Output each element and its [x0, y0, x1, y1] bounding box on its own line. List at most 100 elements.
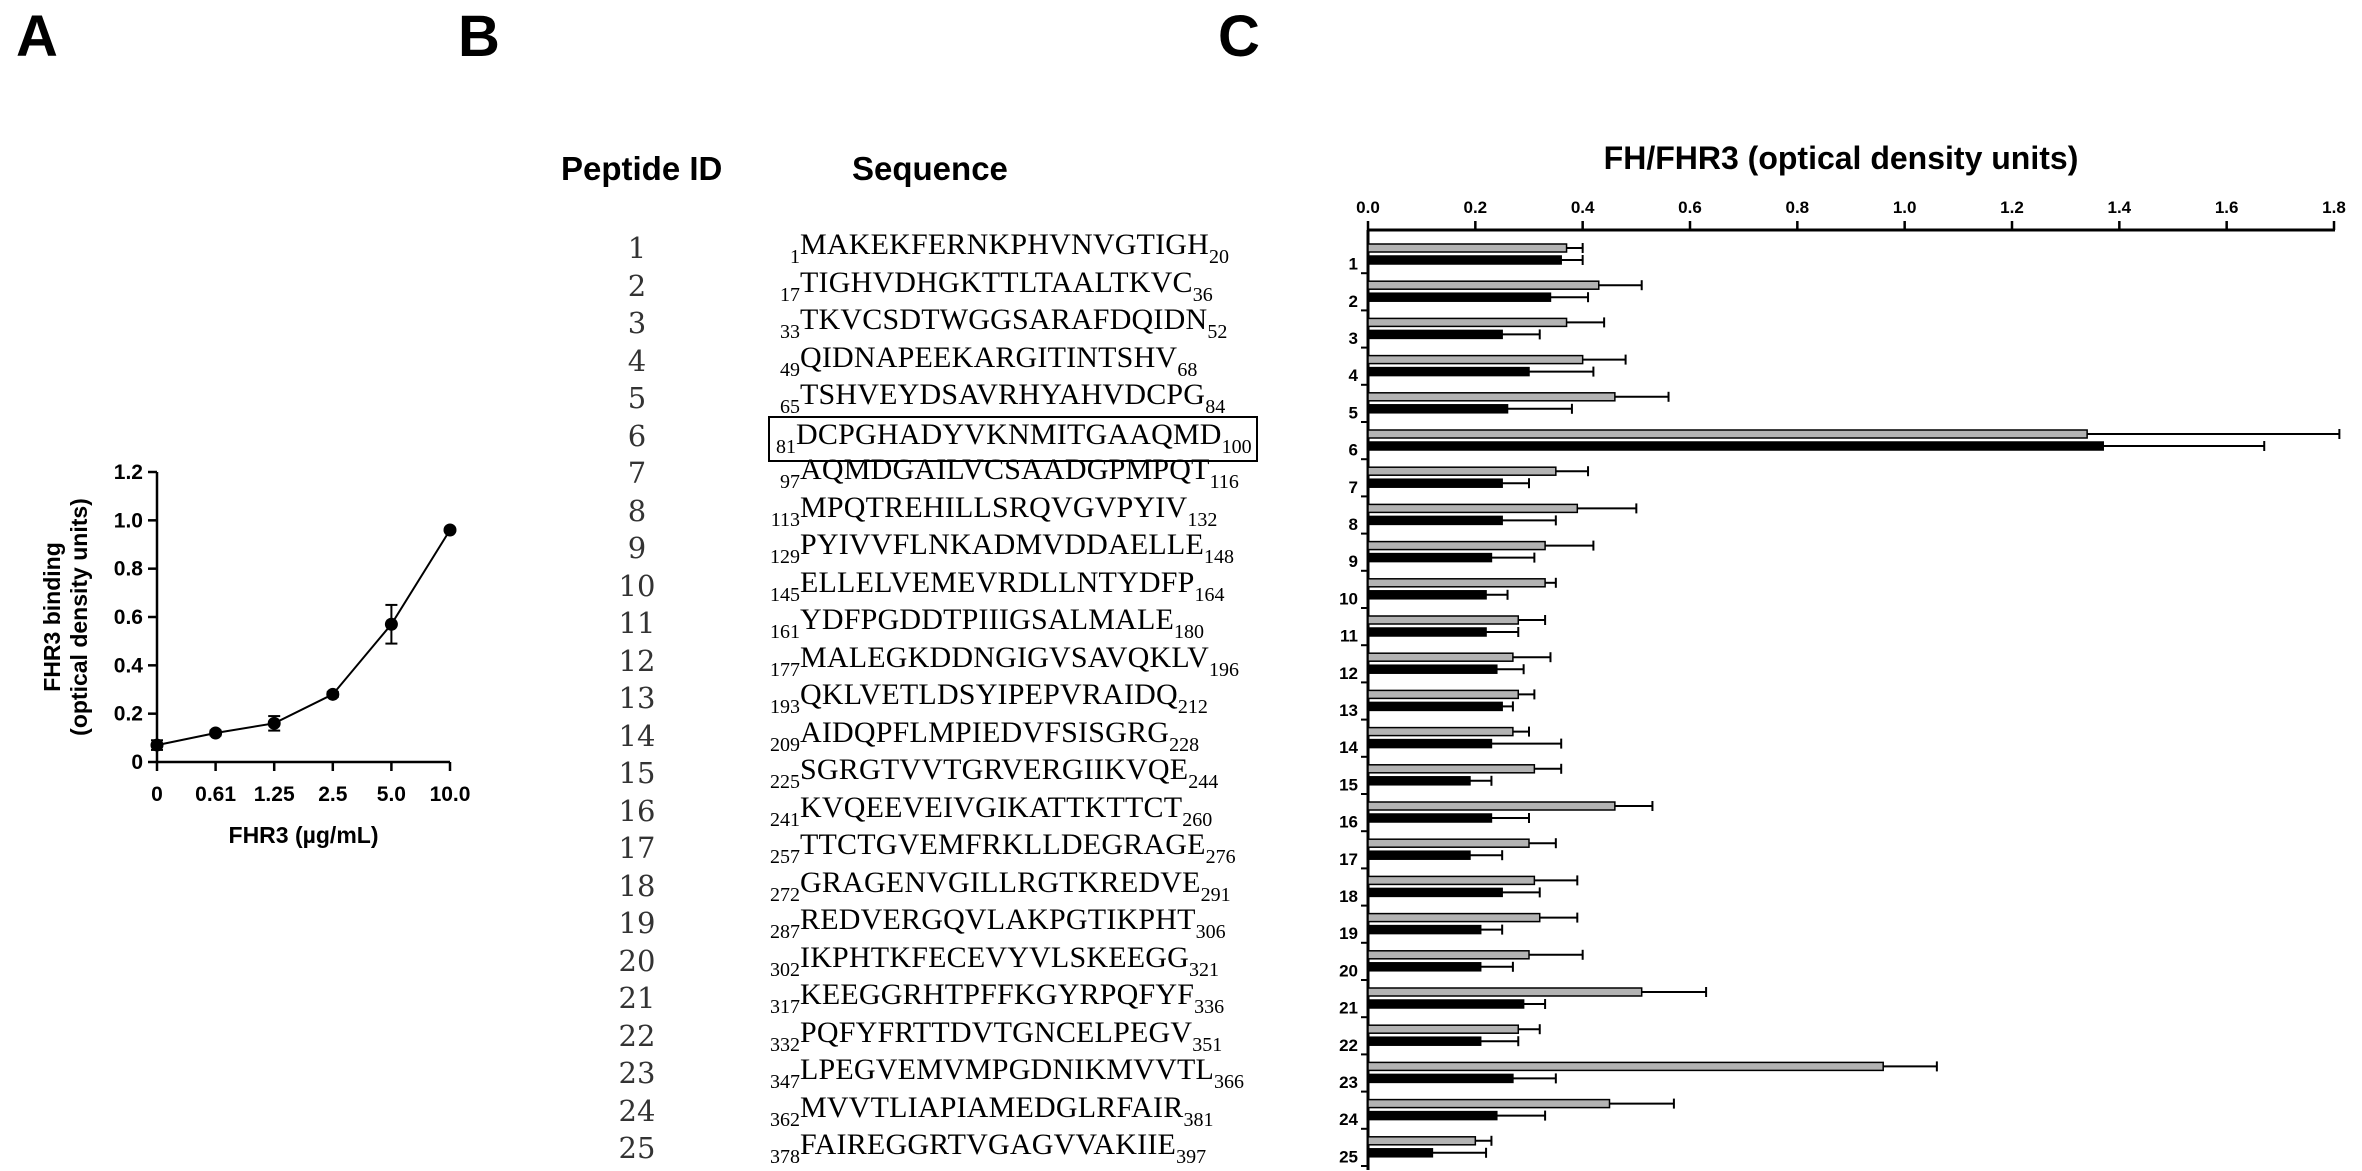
- amino-acid-sequence: DCPGHADYVKNMITGAAQMD: [796, 417, 1222, 451]
- y-tick-label: 0.4: [114, 654, 144, 677]
- sequence-start-position: 378: [770, 1146, 800, 1168]
- x-tick-label: 0: [151, 783, 163, 806]
- bar-series-black: [1367, 776, 1471, 786]
- data-point: [150, 738, 164, 752]
- category-label: 10: [1339, 589, 1358, 608]
- bar-series-grey: [1367, 1024, 1520, 1034]
- bar-series-black: [1367, 627, 1487, 637]
- amino-acid-sequence: MVVTLIAPIAMEDGLRFAIR: [800, 1090, 1184, 1124]
- sequence-end-position: 52: [1207, 321, 1228, 343]
- bar-series-grey: [1367, 726, 1514, 737]
- sequence-header: Sequence: [852, 150, 1008, 187]
- line-chart-axes: 0 0.2 0.4 0.6 0.8 1.0 1.2 0 0.61 1.25 2.5 5.0 10.0 FH…: [39, 461, 470, 848]
- sequence-start-position: 347: [770, 1071, 800, 1093]
- peptide-sequence: 33TKVCSDTWGGSARAFDQIDN52: [780, 303, 1227, 343]
- category-label: 25: [1339, 1147, 1358, 1166]
- peptide-id: 11: [618, 606, 656, 640]
- x-tick-label: 0.8: [1786, 198, 1810, 217]
- category-label: 15: [1339, 775, 1358, 794]
- bar-series-grey: [1367, 950, 1530, 960]
- category-label: 7: [1349, 478, 1358, 497]
- bar-series-grey: [1367, 317, 1568, 328]
- peptide-sequence: 378FAIREGGRTVGAGVVAKIIE397: [770, 1128, 1206, 1168]
- category-label: 5: [1349, 403, 1358, 422]
- bar-series-grey: [1367, 615, 1520, 625]
- sequence-end-position: 336: [1194, 996, 1225, 1018]
- category-label: 24: [1339, 1110, 1358, 1129]
- bar-series-grey: [1367, 354, 1584, 365]
- category-label: 2: [1349, 292, 1358, 311]
- sequence-start-position: 177: [770, 658, 800, 681]
- amino-acid-sequence: QIDNAPEEKARGITINTSHV: [800, 340, 1178, 374]
- category-label: 3: [1349, 329, 1358, 348]
- peptide-id-header: Peptide ID: [561, 150, 723, 187]
- bar-series-black: [1367, 887, 1503, 898]
- peptide-id: 3: [627, 306, 647, 340]
- y-axis-label-line: FHR3 binding: [39, 542, 65, 691]
- peptide-sequence: 225SGRGTVVTGRVERGIIKVQE244: [770, 755, 1218, 793]
- bar-series-black: [1367, 664, 1498, 674]
- bar-series-black: [1367, 552, 1493, 563]
- sequence-start-position: 65: [780, 396, 800, 418]
- sequence-start-position: 1: [790, 246, 800, 268]
- peptide-id: 20: [618, 943, 656, 978]
- sequence-start-position: 272: [770, 883, 800, 906]
- peptide-id: 25: [618, 1131, 656, 1165]
- category-label: 19: [1339, 924, 1358, 943]
- sequence-end-position: 306: [1195, 921, 1226, 943]
- data-point: [267, 716, 281, 730]
- sequence-start-position: 332: [770, 1033, 800, 1056]
- category-label: 6: [1349, 441, 1358, 460]
- peptide-sequence: 193QKLVETLDSYIPEPVRAIDQ212: [770, 680, 1208, 718]
- bar-series-black: [1367, 850, 1471, 860]
- peptide-id: 13: [618, 681, 656, 715]
- bar-series-grey: [1367, 429, 2088, 439]
- category-label: 17: [1339, 850, 1358, 869]
- bar-series-grey: [1367, 875, 1536, 886]
- peptide-sequence: 113MPQTREHILLSRQVGVPYIV132: [771, 492, 1218, 530]
- bar-series-black: [1367, 292, 1552, 302]
- sequence-end-position: 321: [1189, 958, 1219, 981]
- y-tick-label: 0.6: [114, 606, 143, 629]
- peptide-sequence: 177MALEGKDDNGIGVSAVQKLV196: [770, 640, 1239, 680]
- bar-series-black: [1367, 478, 1503, 488]
- bar-series-grey: [1367, 243, 1568, 253]
- amino-acid-sequence: AQMDGAILVCSAADGPMPQT: [800, 453, 1210, 486]
- y-tick-label: 0.8: [114, 558, 144, 581]
- peptide-sequence: 161YDFPGDDTPIIIGSALMALE180: [770, 605, 1204, 643]
- amino-acid-sequence: FAIREGGRTVGAGVVAKIIE: [800, 1128, 1177, 1161]
- sequence-start-position: 33: [780, 321, 800, 343]
- bar-series-black: [1367, 441, 2104, 451]
- sequence-start-position: 362: [770, 1108, 800, 1131]
- sequence-end-position: 36: [1192, 283, 1213, 306]
- sequence-start-position: 113: [770, 508, 800, 531]
- bar-series-grey: [1367, 689, 1520, 700]
- amino-acid-sequence: MALEGKDDNGIGVSAVQKLV: [800, 640, 1210, 674]
- amino-acid-sequence: TKVCSDTWGGSARAFDQIDN: [800, 303, 1208, 336]
- peptide-sequence: 332PQFYFRTTDVTGNCELPEGV351: [770, 1015, 1222, 1055]
- sequence-end-position: 68: [1177, 358, 1198, 381]
- bar-series-black: [1367, 813, 1493, 823]
- y-tick-label: 0.2: [114, 703, 143, 726]
- sequence-end-position: 212: [1177, 696, 1208, 718]
- sequence-end-position: 196: [1209, 658, 1240, 681]
- sequence-end-position: 20: [1209, 246, 1229, 268]
- bar-series-grey: [1367, 912, 1541, 923]
- bar-series-black: [1367, 1148, 1434, 1158]
- sequence-start-position: 302: [770, 958, 800, 981]
- chart-title: FH/FHR3 (optical density units): [1604, 140, 2079, 176]
- peptide-sequence: 241KVQEEVEIVGIKATTKTTCT260: [770, 792, 1212, 830]
- amino-acid-sequence: TTCTGVEMFRKLLDEGRAGE: [800, 828, 1206, 861]
- amino-acid-sequence: GRAGENVGILLRGTKREDVE: [800, 865, 1201, 899]
- sequence-end-position: 291: [1200, 883, 1231, 906]
- sequence-end-position: 381: [1183, 1108, 1214, 1131]
- bar-series-black: [1367, 924, 1482, 935]
- amino-acid-sequence: PQFYFRTTDVTGNCELPEGV: [800, 1015, 1193, 1049]
- peptide-sequence: 287REDVERGQVLAKPGTIKPHT306: [770, 905, 1226, 943]
- peptide-sequence: 302IKPHTKFECEVYVLSKEEGG321: [770, 942, 1219, 980]
- x-tick-label: 0.6: [1678, 198, 1702, 217]
- y-tick-label: 0: [131, 751, 143, 774]
- peptide-sequence: 1MAKEKFERNKPHVNVGTIGH20: [790, 230, 1229, 268]
- sequence-start-position: 161: [770, 621, 800, 643]
- category-label: 18: [1339, 887, 1358, 906]
